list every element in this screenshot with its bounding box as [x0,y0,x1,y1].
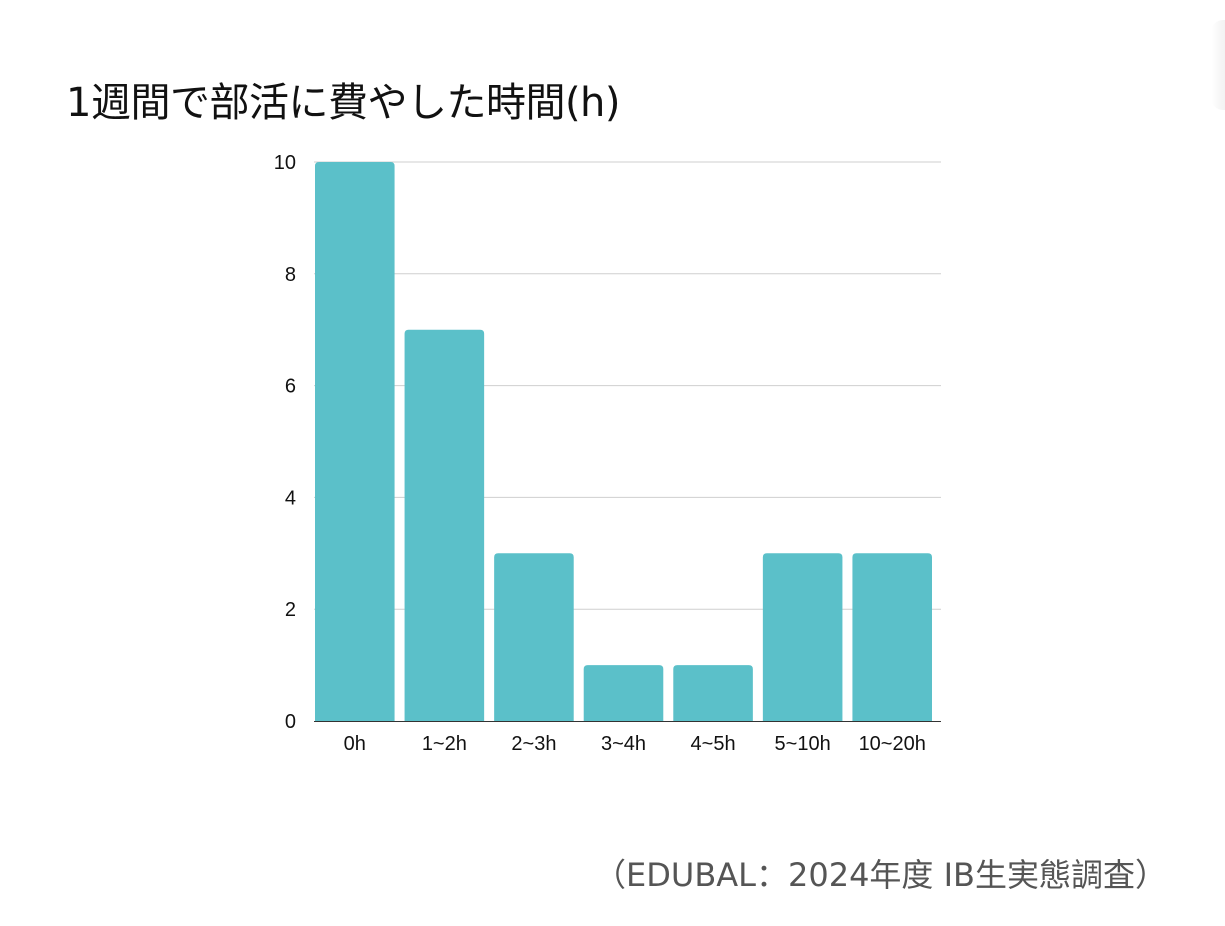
x-tick-label: 5~10h [775,733,831,755]
chart-title: 1週間で部活に費やした時間(h) [66,80,621,126]
bar [762,553,843,721]
y-tick-labels: 0 2 4 6 8 10 [274,152,296,733]
x-tick-label: 3~4h [601,733,646,755]
bar [404,329,485,721]
x-tick-label: 0h [344,733,366,755]
bar [673,665,753,721]
y-tick-label: 0 [285,711,296,733]
bars [315,162,932,721]
edge-shadow [1211,20,1225,110]
x-tick-labels: 0h 1~2h 2~3h 3~4h 4~5h 5~10h 10~20h [344,733,926,755]
x-tick-label: 1~2h [422,733,467,755]
y-tick-label: 10 [274,152,296,174]
y-tick-label: 2 [285,599,296,621]
y-tick-label: 4 [285,487,296,509]
y-tick-label: 6 [285,376,296,398]
x-tick-label: 2~3h [511,733,556,755]
x-tick-label: 4~5h [691,733,736,755]
y-tick-label: 8 [285,264,296,286]
bar [852,553,932,721]
source-note: （EDUBAL：2024年度 IB生実態調査） [594,856,1167,894]
bar [494,553,574,721]
x-tick-label: 10~20h [859,733,926,755]
bar [583,665,664,721]
bar [315,162,395,721]
